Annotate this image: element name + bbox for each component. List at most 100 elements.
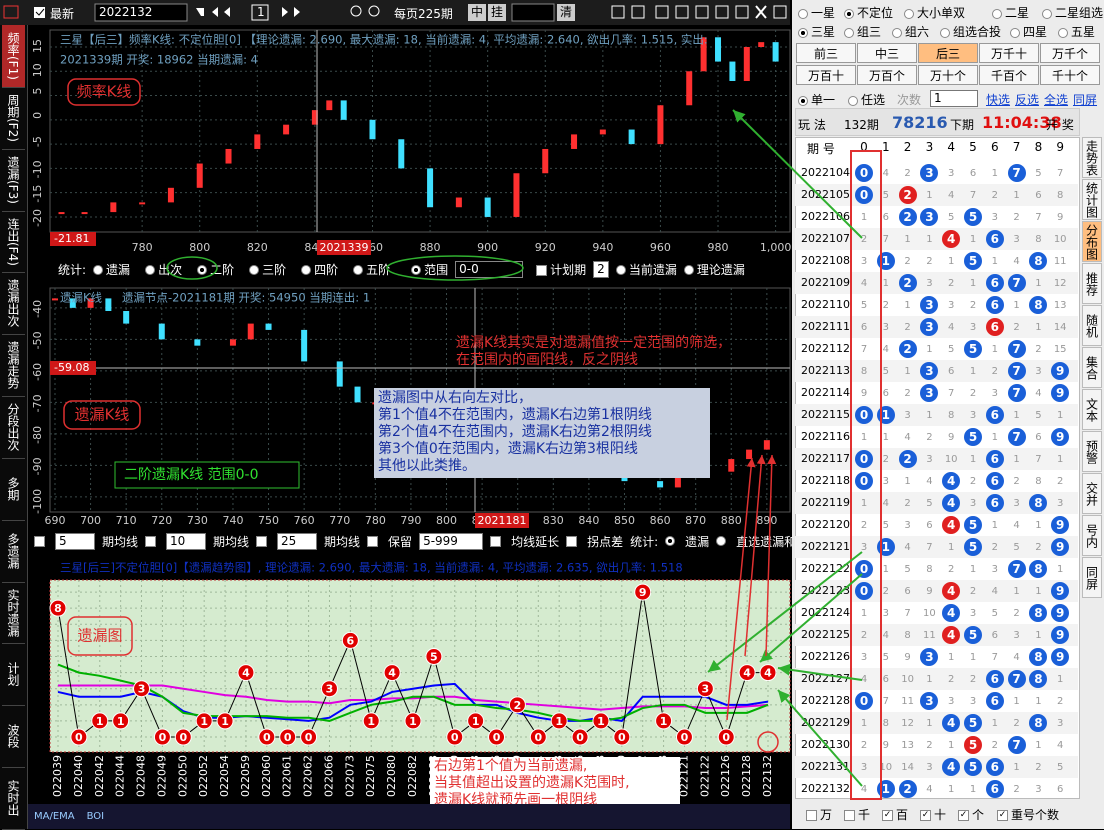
option-label[interactable]: 遗漏 xyxy=(685,534,710,549)
radio[interactable] xyxy=(992,8,1002,19)
checkbox[interactable]: ✓ xyxy=(997,810,1008,821)
side-tab[interactable]: 遗漏出次 xyxy=(2,272,25,336)
side-tab[interactable]: 文本 xyxy=(1082,389,1102,430)
radio[interactable] xyxy=(301,265,312,275)
position-button[interactable]: 千十个 xyxy=(1040,65,1100,85)
position-button[interactable]: 万千十 xyxy=(979,43,1039,63)
radio[interactable] xyxy=(615,265,626,275)
link[interactable]: 全选 xyxy=(1044,93,1069,107)
radio[interactable] xyxy=(197,265,208,275)
radio[interactable] xyxy=(798,27,808,38)
radio[interactable] xyxy=(844,27,854,38)
option-label[interactable]: 三阶 xyxy=(262,262,287,277)
checkbox[interactable]: ✓ xyxy=(958,810,969,821)
checkbox[interactable] xyxy=(566,535,578,547)
play-type-label[interactable]: 大小单双 xyxy=(917,6,966,20)
play-type-label[interactable]: 不定位 xyxy=(857,6,894,20)
play-type-label[interactable]: 一星 xyxy=(811,6,836,20)
side-tab[interactable]: 分布图 xyxy=(1082,221,1102,262)
period-value[interactable]: 2022132 xyxy=(99,5,153,19)
side-tab[interactable]: 连出(F4) xyxy=(2,211,25,274)
checkbox[interactable]: ✓ xyxy=(882,810,893,821)
checkbox[interactable]: ✓ xyxy=(920,810,931,821)
icon[interactable] xyxy=(3,5,19,19)
plan-select[interactable]: 2 xyxy=(593,260,609,278)
radio[interactable] xyxy=(716,536,727,546)
option-label[interactable]: 五阶 xyxy=(366,262,391,277)
position-label[interactable]: 个 xyxy=(972,808,985,822)
link[interactable]: 同屏 xyxy=(1073,93,1098,107)
side-tab[interactable]: 遗漏走势 xyxy=(2,334,25,398)
range-label[interactable]: 范围 xyxy=(424,262,449,277)
radio[interactable] xyxy=(940,27,950,38)
side-tab[interactable]: 分段出次 xyxy=(2,396,25,459)
radio[interactable] xyxy=(848,95,858,106)
option-label[interactable]: 遗漏 xyxy=(106,262,131,277)
side-tab[interactable]: 波段 xyxy=(2,705,25,769)
position-label[interactable]: 十 xyxy=(934,808,947,822)
radio[interactable] xyxy=(145,265,156,275)
play-type-label[interactable]: 二星组选 xyxy=(1055,6,1104,20)
radio[interactable] xyxy=(798,8,808,19)
toolbar-button[interactable]: 中 xyxy=(468,4,486,21)
position-button[interactable]: 千百个 xyxy=(979,65,1039,85)
side-tab[interactable]: 随机 xyxy=(1082,305,1102,346)
checkbox[interactable] xyxy=(844,810,855,821)
side-tab[interactable]: 周期(F2) xyxy=(2,87,25,150)
side-tab[interactable]: 多期 xyxy=(2,458,25,521)
side-tab[interactable]: 实时出 xyxy=(2,767,25,830)
side-tab[interactable]: 多遗漏 xyxy=(2,520,25,583)
side-tab[interactable]: 实时遗漏 xyxy=(2,582,25,645)
option-label[interactable]: 二阶 xyxy=(210,262,235,277)
radio[interactable] xyxy=(665,536,676,546)
tool-button[interactable]: BOI xyxy=(86,811,105,822)
side-tab[interactable]: 推荐 xyxy=(1082,263,1102,304)
radio[interactable] xyxy=(1058,27,1068,38)
position-label[interactable]: 百 xyxy=(896,808,909,822)
side-tab[interactable]: 频率(F1) xyxy=(2,25,25,88)
checkbox[interactable] xyxy=(34,7,45,18)
range-select[interactable]: 0-0 xyxy=(455,260,524,278)
side-tab[interactable]: 走势表 xyxy=(1082,137,1102,178)
position-label[interactable]: 万 xyxy=(820,808,833,822)
checkbox[interactable] xyxy=(145,535,157,547)
side-tab[interactable]: 同屏 xyxy=(1082,557,1102,598)
keep-range[interactable]: 5-999 xyxy=(419,532,484,550)
radio[interactable] xyxy=(798,95,808,106)
play-type-label[interactable]: 二星 xyxy=(1005,6,1030,20)
position-label[interactable]: 千 xyxy=(858,808,871,822)
repeat-label[interactable]: 重号个数 xyxy=(1011,808,1060,822)
radio[interactable] xyxy=(93,265,104,275)
play-type-label[interactable]: 组选合投 xyxy=(953,25,1002,39)
option-label[interactable]: 直选遗漏和 xyxy=(736,534,797,549)
play-type-label[interactable]: 组六 xyxy=(905,25,930,39)
link[interactable]: 反选 xyxy=(1015,93,1040,107)
radio[interactable] xyxy=(411,265,422,275)
side-tab[interactable]: 交并 xyxy=(1082,473,1102,514)
select-label[interactable]: 单一 xyxy=(811,93,836,107)
checkbox[interactable] xyxy=(536,264,548,276)
select-label[interactable]: 任选 xyxy=(861,93,886,107)
side-tab[interactable]: 预警 xyxy=(1082,431,1102,472)
checkbox[interactable] xyxy=(256,535,268,547)
play-type-label[interactable]: 三星 xyxy=(811,25,836,39)
position-button[interactable]: 万百十 xyxy=(796,65,856,85)
side-tab[interactable]: 号内 xyxy=(1082,515,1102,556)
toolbar-button[interactable]: 清 xyxy=(557,4,575,21)
radio[interactable] xyxy=(1010,27,1020,38)
radio[interactable] xyxy=(249,265,260,275)
radio[interactable] xyxy=(844,8,854,19)
ma-period[interactable]: 25 xyxy=(277,532,318,550)
play-type-label[interactable]: 五星 xyxy=(1071,25,1096,39)
page-number[interactable]: 1 xyxy=(257,5,265,19)
link[interactable]: 快选 xyxy=(986,93,1011,107)
radio[interactable] xyxy=(892,27,902,38)
position-button[interactable]: 万百个 xyxy=(857,65,917,85)
period-input[interactable] xyxy=(94,3,188,22)
nav-icons[interactable] xyxy=(196,3,787,22)
position-button[interactable]: 后三 xyxy=(918,43,978,63)
option-label[interactable]: 出次 xyxy=(158,262,183,277)
option-label[interactable]: 理论遗漏 xyxy=(696,262,745,277)
option-label[interactable]: 四阶 xyxy=(314,262,339,277)
side-tab[interactable]: 统计图 xyxy=(1082,179,1102,220)
